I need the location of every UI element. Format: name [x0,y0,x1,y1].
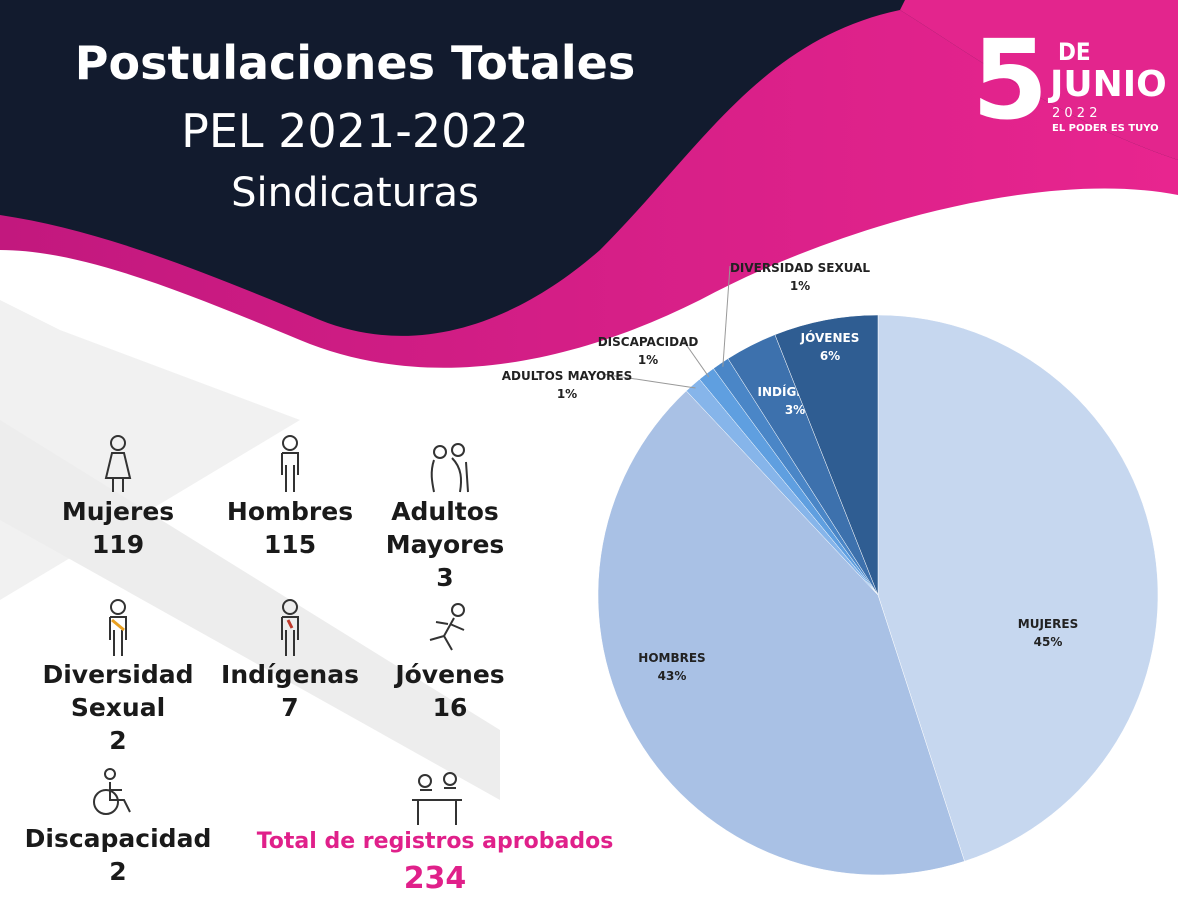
slice-value: 1% [638,353,658,367]
stat-value: 3 [436,563,454,592]
stat: Diversidad Sexual 2 [18,658,218,757]
icon-diverse [109,599,127,656]
slice-label: DIVERSIDAD SEXUAL [730,261,870,275]
icons [93,435,469,825]
stat-value: 2 [109,726,127,755]
pie-slice [774,314,879,596]
stat: Indígenas 7 [190,658,390,724]
navy-wave [0,0,1178,336]
slice-value: 6% [820,349,840,363]
stat: Adultos Mayores 3 [380,495,510,594]
stat-value: 16 [432,693,468,722]
stat-label: Hombres [226,497,354,526]
stat-value: 119 [91,530,145,559]
stat: Jóvenes 16 [350,658,550,724]
logo-month: JUNIO [1047,64,1167,105]
stat-label: Discapacidad [24,824,212,853]
logo-de: DE [1058,38,1091,66]
pie: MUJERES 45% HOMBRES 43% ADULTOS MAYORES 1% DIS… [502,261,1159,876]
icon-registration [412,772,462,825]
section: Sindicaturas [231,170,479,216]
stat: Mujeres 119 [18,495,218,561]
stat: Discapacidad 2 [18,822,218,888]
subtitle: PEL 2021-2022 [181,104,529,158]
pie-slice [597,390,965,876]
logo-band [900,0,1178,160]
slice-value: 3% [785,403,805,417]
stat-value: 2 [109,857,127,886]
slice-value: 1% [557,387,577,401]
stat-label: Indígenas [221,660,359,689]
slice-label: DISCAPACIDAD [598,335,699,349]
slice-label: MUJERES [1018,617,1078,631]
stat-label: Jóvenes [395,660,505,689]
leader-line [722,265,731,367]
total-value: 234 [403,861,467,896]
title: Postulaciones Totales [74,36,636,90]
stat: Hombres 115 [190,495,390,561]
leader-line [601,373,696,389]
logo-number: 5 [972,16,1049,144]
stat-value: 115 [263,530,317,559]
slice-label: JÓVENES [800,330,860,345]
stat-label: Adultos Mayores [385,497,505,559]
leader-line [682,339,710,378]
total-label: Total de registros aprobados [256,829,614,854]
slice-value: 1% [790,279,810,293]
icon-youth [429,603,465,651]
icon-indigenous [281,599,299,656]
logo-year: 2 0 2 2 [1052,106,1097,121]
background-stripe [0,420,500,800]
slice-label: ADULTOS MAYORES [502,369,632,383]
pie-slice [877,314,1159,862]
stat-label: Mujeres [61,497,175,526]
slice-value: 45% [1034,635,1063,649]
stat-label: Diversidad Sexual [42,660,194,722]
icon-wheelchair [93,768,131,815]
slice-value: 43% [658,669,687,683]
stat-value: 7 [281,693,299,722]
slice-label: HOMBRES [638,651,705,665]
icon-woman [104,435,132,492]
icon-elderly [430,443,469,493]
logo-slogan: EL PODER ES TUYO [1052,123,1159,134]
icon-man [281,435,299,492]
